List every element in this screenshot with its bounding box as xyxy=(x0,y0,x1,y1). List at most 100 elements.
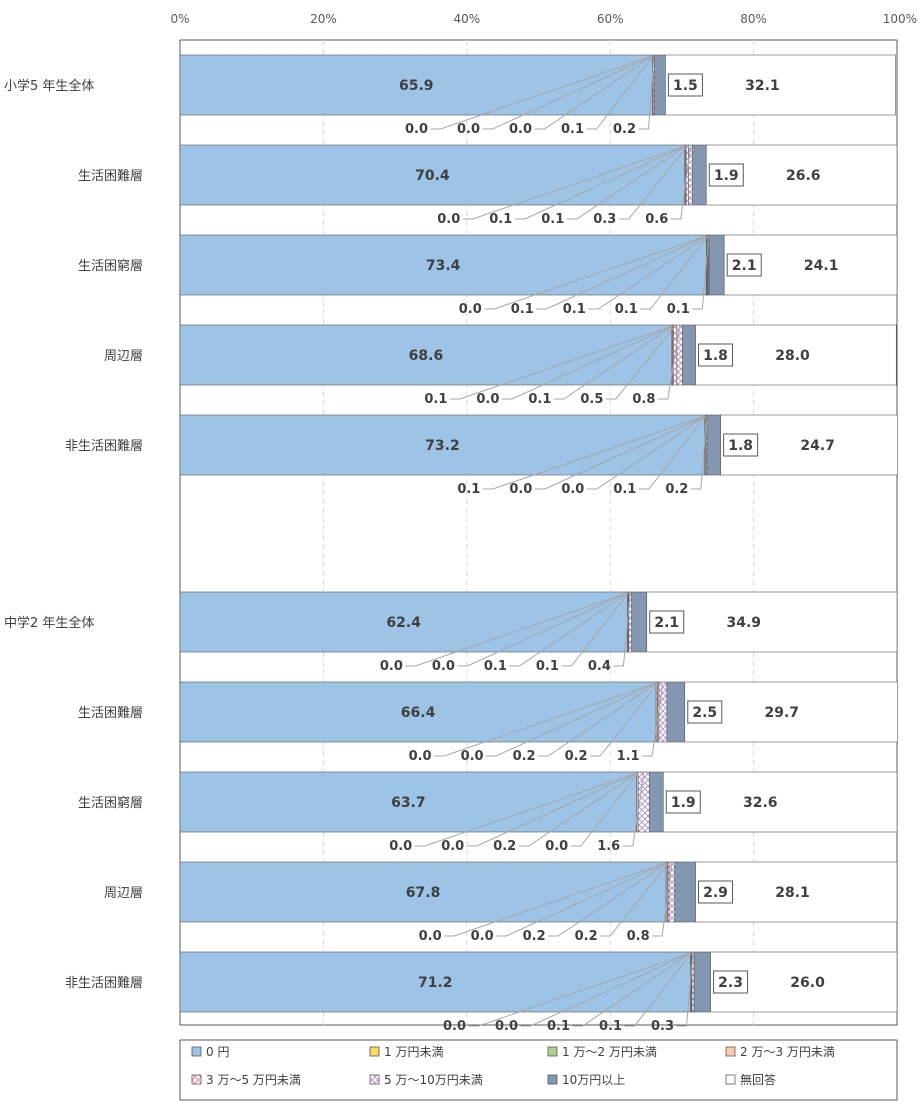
small-value-label: 0.2 xyxy=(665,482,688,497)
leader-line xyxy=(414,772,637,847)
small-value-label: 0.1 xyxy=(541,212,564,227)
value-label-zero-yen: 70.4 xyxy=(415,168,450,184)
category-label: 生活困窮層 xyxy=(78,259,143,274)
small-value-label: 0.5 xyxy=(580,392,603,407)
legend-label: 1 万円未満 xyxy=(384,1045,443,1059)
small-value-label: 0.1 xyxy=(511,302,534,317)
leader-line xyxy=(548,862,668,937)
leader-line xyxy=(588,235,708,310)
value-label-zero-yen: 71.2 xyxy=(418,975,453,991)
small-value-label: 0.0 xyxy=(459,302,482,317)
leader-line xyxy=(572,952,692,1027)
leader-line xyxy=(444,862,667,937)
legend-swatch xyxy=(369,1046,380,1057)
small-value-label: 0.1 xyxy=(615,302,638,317)
small-value-label: 0.8 xyxy=(632,392,655,407)
category-label: 生活困窮層 xyxy=(78,796,143,811)
small-value-label: 0.0 xyxy=(432,659,455,674)
value-label-zero-yen: 68.6 xyxy=(409,348,444,364)
small-value-label: 0.2 xyxy=(575,929,598,944)
legend-label: 1 万～2 万円未満 xyxy=(562,1045,657,1059)
bar-segment xyxy=(658,681,668,743)
small-value-label: 0.0 xyxy=(471,929,494,944)
leader-line xyxy=(468,952,691,1027)
small-value-label: 0.1 xyxy=(667,302,690,317)
leader-line xyxy=(501,325,673,400)
small-value-label: 0.0 xyxy=(441,839,464,854)
small-value-label: 0.1 xyxy=(484,659,507,674)
value-label-over-100k: 2.1 xyxy=(732,258,757,274)
bar-segment xyxy=(179,591,628,653)
value-label-zero-yen: 73.4 xyxy=(426,258,461,274)
value-box xyxy=(667,73,703,97)
small-value-label: 0.1 xyxy=(563,302,586,317)
leader-line xyxy=(566,145,687,220)
legend-label: 無回答 xyxy=(740,1072,776,1087)
value-box xyxy=(687,700,723,724)
legend-label: 2 万～3 万円未満 xyxy=(740,1045,835,1059)
leader-line xyxy=(534,55,653,130)
value-label-zero-yen: 66.4 xyxy=(401,705,436,721)
x-tick-label: 100% xyxy=(883,12,917,26)
small-value-label: 0.2 xyxy=(493,839,516,854)
category-label: 生活困難層 xyxy=(78,706,143,721)
small-value-label: 0.0 xyxy=(409,749,432,764)
bar-segment xyxy=(179,861,667,923)
bar-segment xyxy=(692,144,707,206)
leader-line xyxy=(509,592,629,667)
x-tick-label: 80% xyxy=(740,12,767,26)
leader-line xyxy=(590,682,659,757)
bar-segment xyxy=(682,324,696,386)
leader-line xyxy=(466,772,637,847)
leader-line xyxy=(690,415,708,490)
bar-segment xyxy=(654,54,666,116)
leader-line xyxy=(405,592,628,667)
legend-swatch xyxy=(725,1046,736,1057)
small-value-label: 0.2 xyxy=(523,929,546,944)
x-tick-label: 20% xyxy=(310,12,337,26)
value-box xyxy=(723,433,759,457)
small-value-label: 0.0 xyxy=(476,392,499,407)
small-value-label: 0.0 xyxy=(509,482,532,497)
leader-line xyxy=(534,415,706,490)
bar-segment xyxy=(708,234,725,296)
value-label-no-answer: 29.7 xyxy=(764,705,799,721)
small-value-label: 0.6 xyxy=(645,212,668,227)
leader-line xyxy=(496,862,667,937)
leader-line xyxy=(586,55,654,130)
legend-label: 0 円 xyxy=(206,1045,229,1059)
legend-label: 10万円以上 xyxy=(562,1073,625,1087)
small-value-label: 0.2 xyxy=(565,749,588,764)
leader-line xyxy=(570,772,639,847)
category-label: 生活困難層 xyxy=(78,169,143,184)
leader-line xyxy=(462,145,685,220)
leader-line xyxy=(457,592,628,667)
bar-segment xyxy=(666,681,686,743)
leader-line xyxy=(586,415,706,490)
value-box xyxy=(726,253,762,277)
category-label: 周辺層 xyxy=(104,886,143,901)
leader-line xyxy=(553,325,674,400)
leader-line xyxy=(536,235,707,310)
value-label-zero-yen: 73.2 xyxy=(425,438,460,454)
leader-line xyxy=(561,592,629,667)
small-value-label: 0.1 xyxy=(561,122,584,137)
small-value-label: 0.3 xyxy=(651,1019,674,1034)
value-label-over-100k: 1.9 xyxy=(714,168,739,184)
value-box xyxy=(698,880,734,904)
bar-segment xyxy=(179,681,657,743)
leader-line xyxy=(652,862,673,937)
value-box xyxy=(698,343,734,367)
leader-line xyxy=(622,772,645,847)
x-tick-label: 0% xyxy=(170,12,189,26)
value-label-no-answer: 26.0 xyxy=(790,975,825,991)
legend-swatch xyxy=(547,1046,558,1057)
leader-line xyxy=(618,145,688,220)
small-value-label: 0.1 xyxy=(547,1019,570,1034)
leader-line xyxy=(430,55,653,130)
small-value-label: 0.0 xyxy=(495,1019,518,1034)
leader-line xyxy=(638,415,707,490)
small-value-label: 0.8 xyxy=(627,929,650,944)
small-value-label: 1.6 xyxy=(597,839,620,854)
